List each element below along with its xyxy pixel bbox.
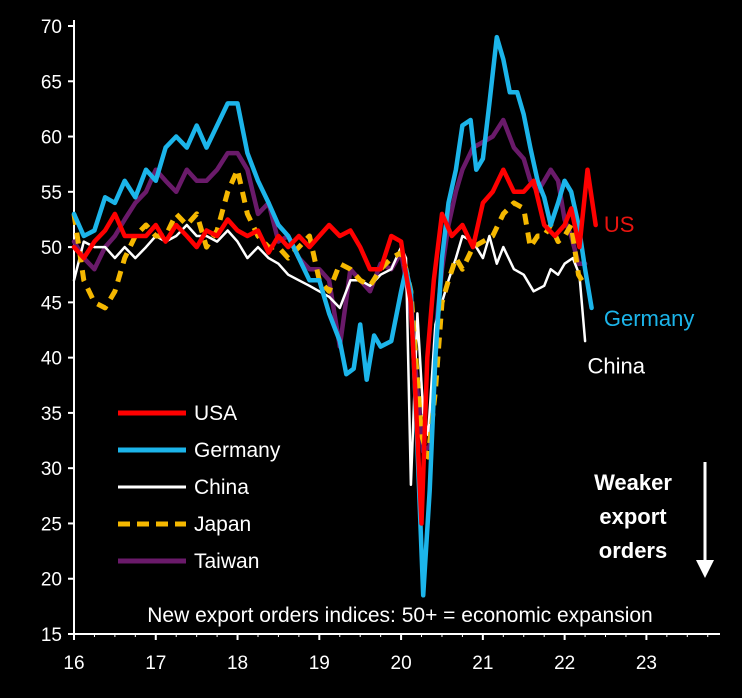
x-tick-label: 16 (63, 653, 84, 674)
series-line-taiwan (71, 117, 588, 454)
series-line-germany (71, 34, 594, 598)
y-tick-label: 50 (41, 238, 62, 259)
end-label-us: US (604, 212, 635, 237)
y-tick-label: 65 (41, 72, 62, 93)
legend-label-taiwan: Taiwan (194, 550, 259, 573)
series-line-japan (71, 167, 588, 460)
legend-label-china: China (194, 476, 249, 499)
chart-axes: 15 20 25 30 35 40 45 50 55 60 65 70 16 17 18 19 20 21 22 23 (41, 17, 720, 674)
y-tick-label: 55 (41, 183, 62, 204)
x-tick-label: 23 (636, 653, 657, 674)
y-tick-label: 25 (41, 514, 62, 535)
y-tick-label: 30 (41, 459, 62, 480)
footnote: New export orders indices: 50+ = economi… (147, 604, 652, 627)
end-label-china: China (588, 353, 646, 378)
annotation-line: orders (599, 538, 667, 563)
x-tick-label: 17 (145, 653, 166, 674)
end-label-germany: Germany (604, 306, 694, 331)
series-layer (71, 34, 598, 598)
y-tick-label: 70 (41, 17, 62, 38)
y-tick-label: 20 (41, 570, 62, 591)
annotation-line: Weaker (594, 470, 672, 495)
x-tick-label: 19 (309, 653, 330, 674)
x-tick-label: 20 (391, 653, 412, 674)
annotation-line: export (599, 504, 667, 529)
end-labels: US Germany China (588, 212, 695, 378)
x-tick-label: 18 (227, 653, 248, 674)
legend-label-usa: USA (194, 402, 237, 425)
x-tick-label: 22 (554, 653, 575, 674)
y-tick-label: 40 (41, 349, 62, 370)
legend-label-japan: Japan (194, 513, 251, 536)
annotation: Weaker export orders (594, 462, 714, 578)
series-line-china (72, 223, 587, 487)
y-tick-label: 35 (41, 404, 62, 425)
y-tick-label: 15 (41, 625, 62, 646)
y-tick-label: 60 (41, 128, 62, 149)
down-arrow-icon (696, 560, 714, 578)
series-line-usa (71, 167, 598, 526)
legend-label-germany: Germany (194, 439, 281, 462)
legend: USA Germany China Japan Taiwan (118, 402, 281, 573)
y-tick-label: 45 (41, 293, 62, 314)
x-tick-label: 21 (472, 653, 493, 674)
